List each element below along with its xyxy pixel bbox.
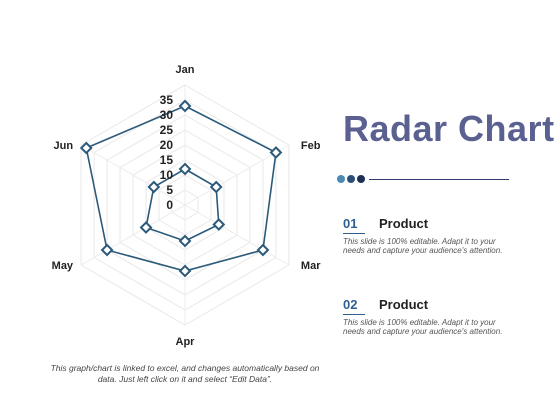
axis-label-jun: Jun xyxy=(54,140,74,152)
item-description: This slide is 100% editable. Adapt it to… xyxy=(343,237,503,255)
decor-dot-2 xyxy=(347,175,355,183)
axis-label-apr: Apr xyxy=(176,336,196,348)
series-2-point-mar xyxy=(212,218,226,231)
series-2-point-jan xyxy=(178,162,192,176)
grid-spoke-6 xyxy=(80,144,186,206)
series-1-point-apr xyxy=(178,264,192,278)
series-2-point-jun xyxy=(147,180,161,194)
item-number: 01 xyxy=(343,216,365,234)
series-1-point-mar xyxy=(256,243,270,257)
series-2-line xyxy=(145,168,220,242)
series-1-line xyxy=(85,105,277,272)
tick-label-30: 30 xyxy=(160,108,174,122)
series-2-point-may xyxy=(139,221,153,234)
axis-label-feb: Feb xyxy=(301,140,321,152)
series-1-point-jan xyxy=(178,99,192,113)
axis-label-jan: Jan xyxy=(176,64,195,76)
axis-label-mar: Mar xyxy=(301,260,321,272)
radar-series xyxy=(79,99,283,278)
decor-dot-1 xyxy=(337,175,345,183)
radar-grid xyxy=(80,84,290,326)
decorative-dots xyxy=(337,175,509,183)
series-1-point-jun xyxy=(79,141,93,155)
tick-label-0: 0 xyxy=(166,198,173,212)
decor-line xyxy=(369,178,509,180)
tick-label-15: 15 xyxy=(160,153,174,167)
item-title: Product xyxy=(379,216,429,231)
grid-spoke-3 xyxy=(184,204,290,266)
series-1-point-feb xyxy=(269,146,283,159)
tick-label-5: 5 xyxy=(166,183,173,197)
tick-label-10: 10 xyxy=(160,168,174,182)
tick-label-35: 35 xyxy=(160,93,174,107)
series-1-point-may xyxy=(100,243,114,257)
series-2-point-feb xyxy=(209,180,223,194)
series-2-point-apr xyxy=(178,234,192,248)
grid-spoke-2 xyxy=(184,144,290,206)
tick-label-25: 25 xyxy=(160,123,174,137)
decor-dot-3 xyxy=(357,175,365,183)
item-description: This slide is 100% editable. Adapt it to… xyxy=(343,318,503,336)
axis-label-may: May xyxy=(52,260,74,272)
item-title: Product xyxy=(379,297,429,312)
grid-spoke-5 xyxy=(80,204,186,266)
product-item-1: 01 Product This slide is 100% editable. … xyxy=(343,216,513,255)
axis-category-labels: Jan Feb Mar Apr May Jun xyxy=(52,64,322,348)
product-item-2: 02 Product This slide is 100% editable. … xyxy=(343,297,513,336)
footnote: This graph/chart is linked to excel, and… xyxy=(50,363,320,384)
page-title: Radar Chart xyxy=(343,108,555,149)
tick-label-20: 20 xyxy=(160,138,174,152)
item-number: 02 xyxy=(343,297,365,315)
